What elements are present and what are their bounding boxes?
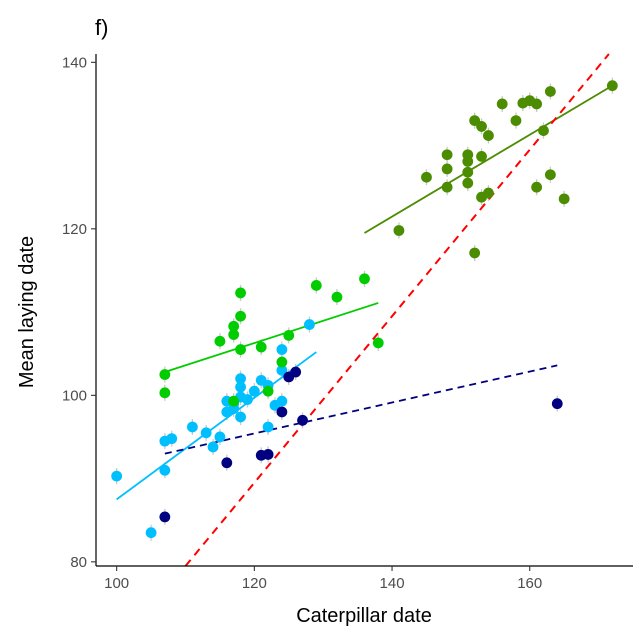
data-point: [235, 287, 246, 299]
data-point: [200, 427, 212, 439]
data-point: [235, 381, 246, 393]
data-point: [166, 433, 178, 445]
data-point: [228, 395, 240, 407]
data-point: [359, 273, 370, 285]
x-tick-label: 100: [104, 575, 129, 592]
data-point: [510, 115, 522, 127]
data-point: [159, 387, 171, 399]
x-ticks: 100 120 140 160: [104, 566, 542, 592]
data-point: [214, 431, 226, 443]
data-point: [186, 421, 198, 433]
data-point: [235, 344, 246, 355]
data-point: [372, 337, 384, 349]
x-tick-label: 140: [380, 575, 405, 592]
data-point: [297, 414, 308, 426]
data-point: [310, 280, 322, 291]
y-axis-title: Mean laying date: [16, 236, 38, 388]
data-point: [276, 356, 288, 368]
data-point: [551, 398, 563, 410]
data-point: [228, 320, 240, 332]
data-point: [111, 470, 123, 482]
data-point: [538, 125, 549, 136]
data-point: [242, 394, 253, 405]
y-tick-label: 120: [62, 221, 87, 238]
data-point: [304, 319, 315, 330]
data-point: [393, 225, 405, 236]
data-point: [255, 341, 267, 353]
data-point: [421, 171, 432, 183]
data-point: [276, 406, 288, 418]
data-point: [276, 364, 288, 376]
data-point: [476, 151, 487, 162]
axes: [95, 54, 633, 567]
data-point: [228, 403, 240, 415]
fit-line: [164, 302, 379, 373]
data-point: [531, 181, 543, 193]
data-point: [262, 385, 274, 397]
y-tick-label: 140: [62, 54, 87, 71]
data-point: [441, 181, 453, 193]
data-point: [235, 310, 246, 322]
data-point: [462, 166, 474, 178]
data-point: [145, 527, 157, 539]
y-ticks: 80 100 120 140: [62, 54, 96, 571]
data-point: [235, 373, 246, 385]
data-point: [496, 98, 508, 110]
reference-line: [184, 53, 610, 567]
data-point: [462, 155, 474, 167]
data-point: [228, 329, 240, 340]
data-point: [544, 86, 556, 97]
x-tick-label: 120: [242, 575, 267, 592]
data-point: [544, 169, 556, 181]
data-point: [531, 98, 543, 110]
data-point: [483, 130, 494, 141]
data-point: [221, 457, 233, 469]
data-point: [441, 149, 453, 161]
data-point: [283, 329, 295, 341]
data-point: [469, 247, 481, 259]
x-axis-title: Caterpillar date: [296, 605, 432, 627]
fit-line: [364, 84, 613, 234]
data-point: [214, 335, 226, 347]
panel-label: f): [95, 15, 108, 40]
data-point: [276, 344, 288, 355]
data-point: [290, 366, 302, 378]
data-point: [262, 449, 274, 460]
data-point: [235, 411, 246, 423]
plot-area: [111, 53, 618, 567]
data-point: [606, 80, 618, 92]
data-point: [248, 385, 260, 397]
data-point: [558, 193, 570, 205]
data-point: [159, 369, 171, 380]
data-point: [331, 291, 343, 303]
data-point: [476, 121, 487, 132]
x-tick-label: 160: [517, 575, 542, 592]
data-point: [483, 187, 494, 199]
fit-line: [116, 351, 317, 501]
y-tick-label: 80: [70, 554, 87, 571]
data-point: [159, 464, 171, 476]
data-point: [462, 177, 474, 189]
y-tick-label: 100: [62, 387, 87, 404]
data-point: [262, 421, 274, 433]
data-point: [441, 163, 453, 175]
data-point: [276, 395, 288, 407]
data-point: [207, 441, 219, 453]
data-point: [159, 511, 171, 523]
